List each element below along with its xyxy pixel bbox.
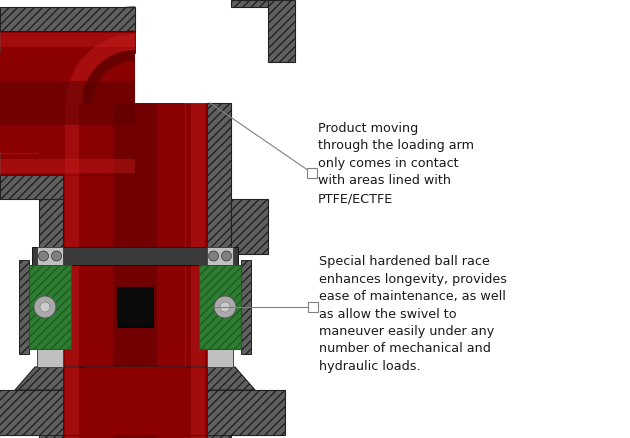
Polygon shape [207,247,233,265]
Polygon shape [231,199,268,254]
Polygon shape [65,367,79,435]
Circle shape [220,302,230,312]
Text: Product moving
through the loading arm
only comes in contact
with areas lined wi: Product moving through the loading arm o… [318,122,474,205]
Circle shape [38,251,49,261]
Polygon shape [241,260,251,354]
Polygon shape [207,349,233,367]
Polygon shape [19,260,29,354]
Polygon shape [0,175,135,199]
Polygon shape [0,53,135,153]
Polygon shape [85,103,185,438]
Polygon shape [37,247,63,265]
Bar [307,168,317,178]
Polygon shape [117,287,153,327]
Polygon shape [63,31,135,103]
Polygon shape [191,367,205,435]
Polygon shape [0,390,285,435]
Circle shape [34,296,56,318]
Bar [308,302,318,312]
Polygon shape [231,0,268,7]
Polygon shape [29,265,71,349]
Polygon shape [207,103,231,438]
Text: Special hardened ball race
enhances longevity, provides
ease of maintenance, as : Special hardened ball race enhances long… [319,255,507,373]
Polygon shape [0,33,135,47]
Polygon shape [268,0,295,62]
Polygon shape [191,103,205,438]
Polygon shape [199,265,241,349]
Polygon shape [37,349,63,367]
Polygon shape [39,103,63,438]
Polygon shape [185,103,207,438]
Polygon shape [63,103,85,438]
Polygon shape [85,367,185,435]
Polygon shape [185,367,207,435]
Polygon shape [63,367,85,435]
Polygon shape [0,31,135,53]
Polygon shape [66,34,135,103]
Circle shape [214,296,236,318]
Polygon shape [0,153,135,175]
Polygon shape [39,7,135,103]
Polygon shape [113,103,157,438]
Polygon shape [32,247,238,265]
Polygon shape [82,50,135,103]
Polygon shape [0,7,135,31]
Polygon shape [15,367,255,390]
Circle shape [52,251,62,261]
Polygon shape [0,81,135,125]
Circle shape [209,251,219,261]
Polygon shape [65,103,79,438]
Circle shape [222,251,231,261]
Circle shape [40,302,50,312]
Polygon shape [0,159,135,173]
